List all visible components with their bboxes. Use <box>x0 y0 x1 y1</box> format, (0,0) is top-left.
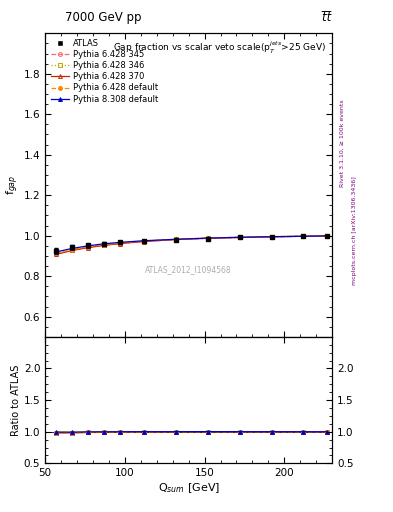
X-axis label: Q$_{sum}$ [GeV]: Q$_{sum}$ [GeV] <box>158 481 220 495</box>
Text: 7000 GeV pp: 7000 GeV pp <box>65 11 141 24</box>
Y-axis label: Ratio to ATLAS: Ratio to ATLAS <box>11 365 21 436</box>
Text: ATLAS_2012_I1094568: ATLAS_2012_I1094568 <box>145 266 232 274</box>
Text: t̅t̅: t̅t̅ <box>323 11 332 24</box>
Text: Gap fraction vs scalar veto scale(p$_T^{jets}$>25 GeV): Gap fraction vs scalar veto scale(p$_T^{… <box>113 39 326 56</box>
Legend: ATLAS, Pythia 6.428 345, Pythia 6.428 346, Pythia 6.428 370, Pythia 6.428 defaul: ATLAS, Pythia 6.428 345, Pythia 6.428 34… <box>50 37 160 105</box>
Y-axis label: f$_{gap}$: f$_{gap}$ <box>5 175 21 195</box>
Text: mcplots.cern.ch [arXiv:1306.3436]: mcplots.cern.ch [arXiv:1306.3436] <box>352 176 357 285</box>
Text: Rivet 3.1.10, ≥ 100k events: Rivet 3.1.10, ≥ 100k events <box>340 99 345 187</box>
